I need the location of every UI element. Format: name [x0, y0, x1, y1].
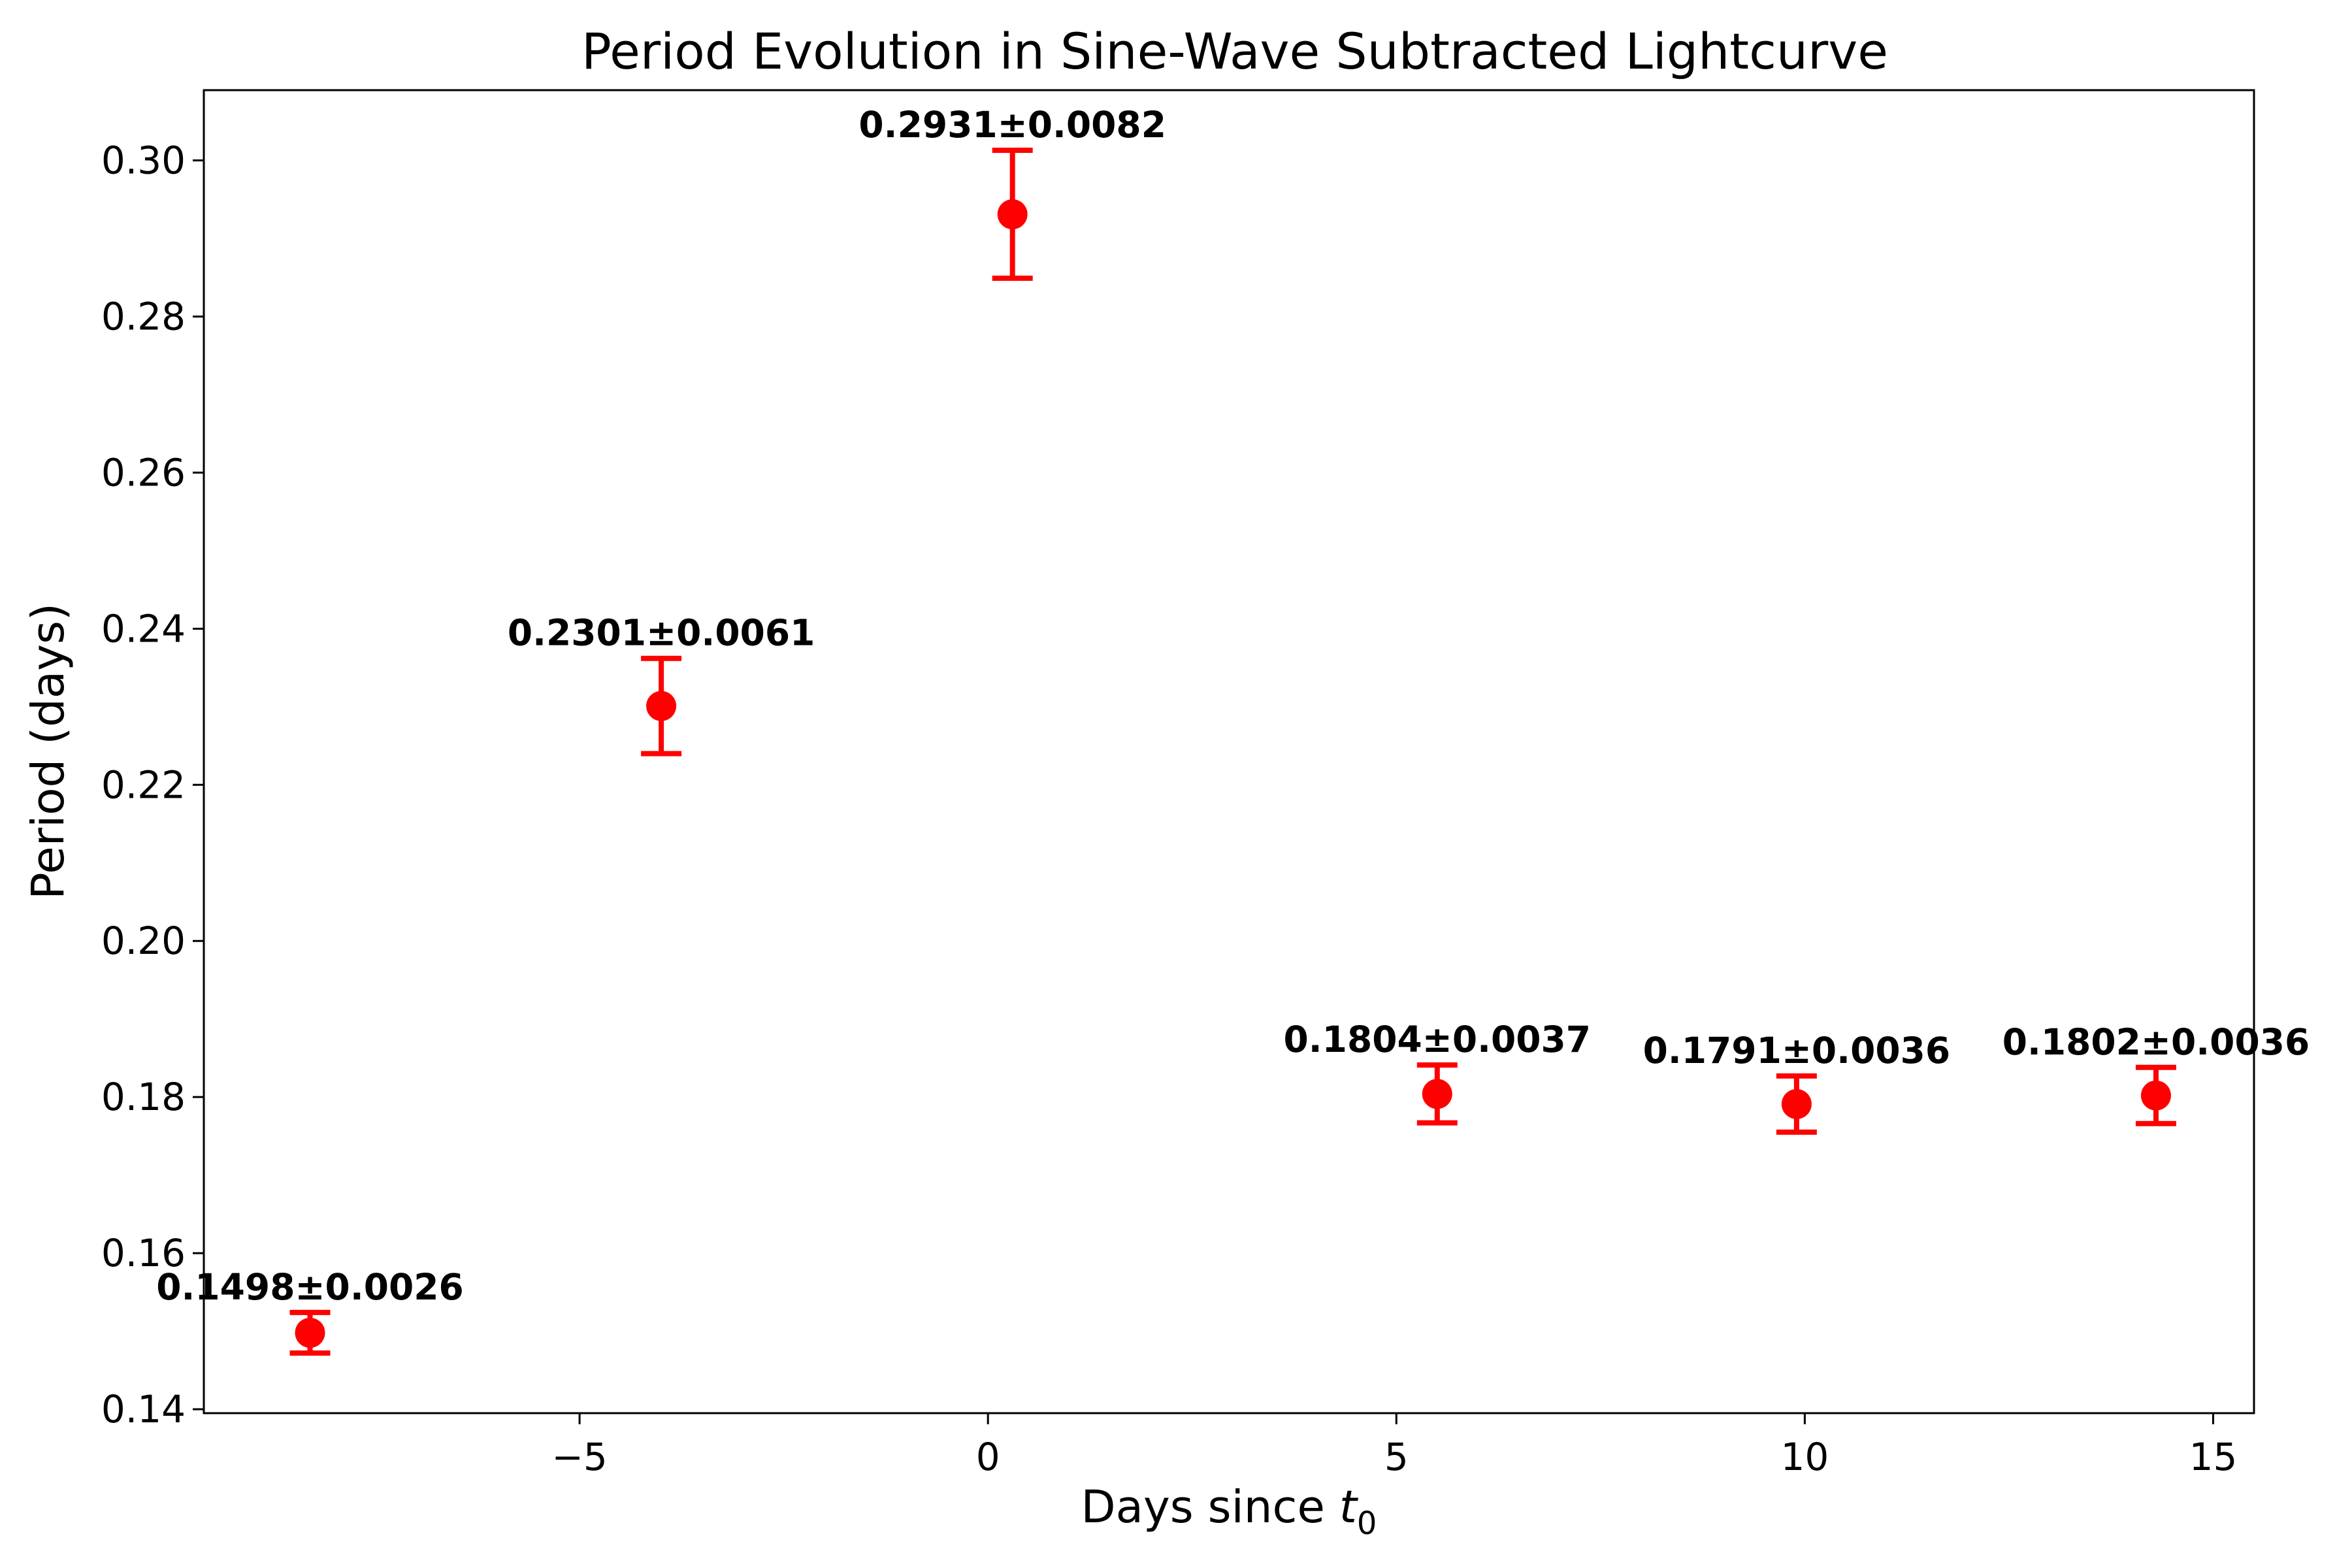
x-axis-label-subscript: 0	[1357, 1505, 1377, 1542]
data-value-label: 0.2301±0.0061	[508, 612, 815, 654]
data-point	[1422, 1079, 1452, 1109]
y-tick-label: 0.14	[101, 1387, 186, 1431]
y-tick-label: 0.18	[101, 1075, 186, 1119]
data-value-label: 0.1791±0.0036	[1643, 1030, 1951, 1071]
plot-frame	[203, 89, 2255, 1414]
data-point	[646, 691, 677, 721]
data-point	[2140, 1080, 2171, 1111]
y-tick-label: 0.22	[101, 762, 186, 807]
data-value-label: 0.1802±0.0036	[2002, 1021, 2310, 1063]
x-tick-label: 10	[1780, 1435, 1829, 1479]
y-tick-label: 0.26	[101, 450, 186, 495]
data-value-label: 0.1498±0.0026	[156, 1266, 464, 1308]
data-value-label: 0.2931±0.0082	[858, 104, 1166, 146]
y-tick-label: 0.28	[101, 294, 186, 338]
y-axis-label: Period (days)	[22, 603, 74, 900]
x-axis-label-text: Days since	[1081, 1481, 1339, 1533]
y-tick-label: 0.24	[101, 606, 186, 651]
data-point	[295, 1317, 325, 1348]
y-tick-label: 0.16	[101, 1231, 186, 1275]
x-tick-label: 15	[2189, 1435, 2238, 1479]
x-axis-label: Days since t0	[1081, 1481, 1377, 1542]
x-tick-label: 5	[1384, 1435, 1409, 1479]
chart-title: Period Evolution in Sine-Wave Subtracted…	[581, 22, 1888, 80]
y-tick-label: 0.30	[101, 139, 186, 183]
y-tick-label: 0.20	[101, 919, 186, 963]
data-value-label: 0.1804±0.0037	[1284, 1019, 1592, 1060]
data-point	[997, 199, 1028, 229]
x-tick-label: −5	[551, 1435, 608, 1479]
x-tick-label: 0	[976, 1435, 1000, 1479]
data-point	[1781, 1088, 1812, 1119]
x-axis-label-symbol: t	[1339, 1481, 1359, 1533]
plot-layer: −5 0 5 10 15 0.14 0.16 0.18 0.20 0.22 0.24 0.26 0.28…	[101, 104, 2310, 1479]
